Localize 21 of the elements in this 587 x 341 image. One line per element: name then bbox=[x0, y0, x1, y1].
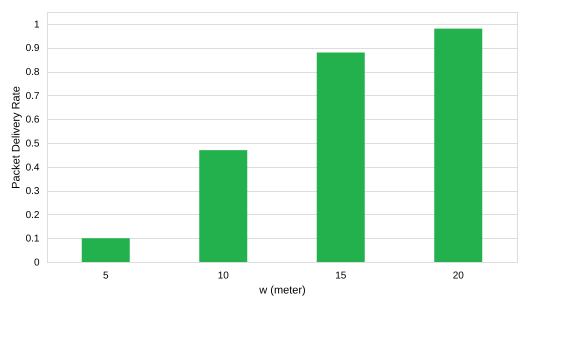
y-tick-label: 0 bbox=[34, 258, 40, 268]
x-tick-label: 10 bbox=[218, 270, 230, 282]
bar bbox=[199, 150, 248, 262]
y-tick-label: 0.4 bbox=[26, 162, 40, 174]
bar bbox=[316, 52, 365, 262]
x-tick-label: 15 bbox=[335, 270, 347, 282]
y-axis-title: Packet Delivery Rate bbox=[10, 86, 23, 189]
x-tick-label: 5 bbox=[102, 270, 109, 282]
y-tick-label: 1 bbox=[34, 19, 40, 30]
bar bbox=[82, 238, 130, 262]
y-tick-label: 0.7 bbox=[26, 90, 40, 102]
bar bbox=[434, 28, 482, 262]
y-tick-label: 0.5 bbox=[26, 138, 40, 150]
y-tick-label: 0.1 bbox=[26, 234, 40, 245]
y-tick-label: 0.2 bbox=[26, 210, 40, 221]
x-tick-label: 20 bbox=[452, 270, 464, 282]
y-tick-label: 0.8 bbox=[26, 67, 40, 78]
y-tick-label: 0.6 bbox=[26, 114, 40, 126]
x-axis-title: w (meter) bbox=[258, 284, 306, 296]
y-tick-label: 0.3 bbox=[26, 186, 40, 198]
y-tick-label: 0.9 bbox=[26, 43, 40, 54]
